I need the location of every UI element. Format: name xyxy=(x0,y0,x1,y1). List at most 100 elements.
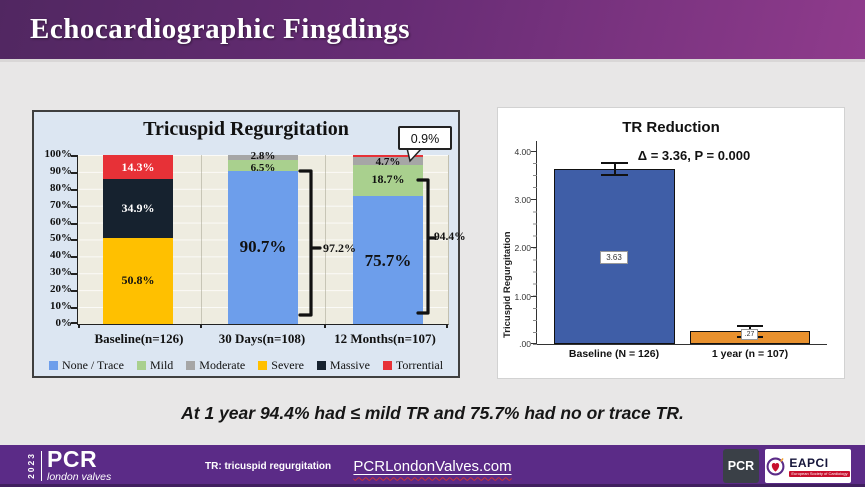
y-tick xyxy=(71,155,78,157)
y-tick-label: .00 xyxy=(519,339,531,349)
segment-torrential-baseline xyxy=(103,155,173,179)
link-text[interactable]: PCRLondonValves.com xyxy=(353,457,512,475)
y-tick-label: 1.00 xyxy=(514,292,531,302)
eapci-text-block: EAPCI European Society of Cardiology xyxy=(789,455,850,477)
y-tick-label: 50% xyxy=(50,232,72,244)
chart1-title: Tricuspid Regurgitation xyxy=(143,118,349,140)
y-tick xyxy=(531,296,537,297)
pcr-logo-text: PCR xyxy=(47,446,98,472)
x-label-1year: 1 year (n = 107) xyxy=(711,348,789,360)
chart1-legend: None / Trace Mild Moderate Severe Massiv… xyxy=(34,358,458,373)
y-tick xyxy=(71,223,78,225)
bracket-label-30days: 97.2% xyxy=(323,241,356,255)
y-tick-label: 20% xyxy=(50,283,72,295)
eapci-logo: EAPCI European Society of Cardiology xyxy=(765,449,851,483)
legend-label: Massive xyxy=(329,358,370,372)
legend-item-severe: Severe xyxy=(258,358,304,373)
y-tick xyxy=(71,290,78,292)
y-tick xyxy=(71,322,78,324)
segment-mild-12months xyxy=(353,164,423,196)
footer-logos: PCR EAPCI European Society of Cardiology xyxy=(723,449,851,483)
x-tick xyxy=(200,324,202,328)
segment-severe-baseline xyxy=(103,238,173,324)
page-title: Echocardiographic Fingdings xyxy=(30,13,411,45)
segment-none-12months xyxy=(353,196,423,324)
pcr-badge-logo: PCR xyxy=(723,449,759,483)
y-tick xyxy=(531,199,537,200)
x-tick xyxy=(324,324,326,328)
delta-annotation: Δ = 3.36, P = 0.000 xyxy=(637,148,751,163)
eapci-name: EAPCI xyxy=(789,455,829,470)
legend-item-none-trace: None / Trace xyxy=(48,358,124,373)
y-tick xyxy=(71,273,78,275)
chart2-plot-area: 4.00 3.00 2.00 1.00 .00 3.63 .27 xyxy=(514,141,827,360)
logo-divider xyxy=(41,450,42,481)
segment-moderate-30days xyxy=(228,155,298,160)
chart2-y-axis-label: Tricuspid Regurgitation xyxy=(502,231,513,338)
logo-text-block: PCR london valves xyxy=(47,446,112,483)
minor-ticks xyxy=(533,151,537,345)
sum-bracket-12months xyxy=(416,178,437,315)
y-tick xyxy=(71,256,78,258)
y-tick xyxy=(531,151,537,152)
legend-swatch-red xyxy=(382,361,392,370)
grid-line xyxy=(201,155,202,324)
y-tick-label: 70% xyxy=(50,199,72,211)
y-tick xyxy=(71,206,78,208)
segment-label-severe: 50.8% xyxy=(121,273,155,287)
y-tick-label: 90% xyxy=(50,165,72,177)
segment-label-mild: 18.7% xyxy=(371,172,405,186)
x-tick xyxy=(446,324,448,328)
legend-swatch-navy xyxy=(316,361,326,370)
legend-label: Severe xyxy=(271,358,304,372)
y-tick xyxy=(71,189,78,191)
x-label-baseline: Baseline (N = 126) xyxy=(568,348,660,360)
y-tick-label: 2.00 xyxy=(514,243,531,253)
y-tick-label: 100% xyxy=(44,148,73,160)
y-tick xyxy=(71,307,78,309)
tricuspid-regurgitation-chart: Tricuspid Regurgitation 100% 90% 80% 70%… xyxy=(32,110,466,378)
y-tick-label: 30% xyxy=(50,266,72,278)
legend-label: Mild xyxy=(149,358,174,372)
legend-swatch-gray xyxy=(186,361,196,370)
y-tick-label: 3.00 xyxy=(514,195,531,205)
segment-label-torrential: 14.3% xyxy=(121,160,155,174)
eapci-subtitle: European Society of Cardiology xyxy=(789,470,850,477)
error-cap xyxy=(601,174,628,176)
summary-text: At 1 year 94.4% had ≤ mild TR and 75.7% … xyxy=(181,403,684,423)
legend-label: Torrential xyxy=(395,358,444,372)
y-tick-label: 0% xyxy=(55,317,73,329)
segment-torrential-12months xyxy=(353,155,423,157)
segment-label-none: 75.7% xyxy=(364,251,412,270)
legend-swatch-blue xyxy=(48,361,58,370)
london-valves-text: london valves xyxy=(47,470,112,483)
segment-moderate-12months xyxy=(353,156,423,165)
x-label-baseline: Baseline(n=126) xyxy=(94,331,184,346)
y-tick-label: 80% xyxy=(50,182,72,194)
error-bar-baseline xyxy=(614,162,616,175)
segment-label-none: 90.7% xyxy=(239,237,287,256)
error-cap xyxy=(601,162,628,164)
eapci-heart-icon xyxy=(766,457,785,475)
error-cap xyxy=(737,325,763,327)
y-tick-label: 10% xyxy=(50,300,72,312)
legend-item-mild: Mild xyxy=(136,358,174,373)
footer-bar: 2023 PCR london valves TR: tricuspid reg… xyxy=(0,445,865,487)
slide-header: Echocardiographic Fingdings xyxy=(0,0,865,62)
legend-item-torrential: Torrential xyxy=(382,358,444,373)
value-label-baseline: 3.63 xyxy=(600,251,628,264)
footer-link-wrap: PCRLondonValves.com xyxy=(0,445,865,487)
y-tick xyxy=(71,239,78,241)
pcrlondonvalves-link[interactable]: PCRLondonValves.com xyxy=(353,458,511,475)
callout-torrential-12months: 0.9% xyxy=(398,126,452,150)
y-tick xyxy=(71,172,78,174)
segment-massive-baseline xyxy=(103,179,173,238)
y-tick xyxy=(531,343,537,344)
pcr-london-valves-logo: 2023 PCR london valves xyxy=(26,446,112,483)
legend-swatch-green xyxy=(136,361,146,370)
x-label-12months: 12 Months(n=107) xyxy=(334,331,436,346)
chart1-plot-area: 100% 90% 80% 70% 60% 50% 40% 30% 20% 10%… xyxy=(45,148,466,329)
chart2-title: TR Reduction xyxy=(622,119,720,136)
y-tick xyxy=(531,247,537,248)
